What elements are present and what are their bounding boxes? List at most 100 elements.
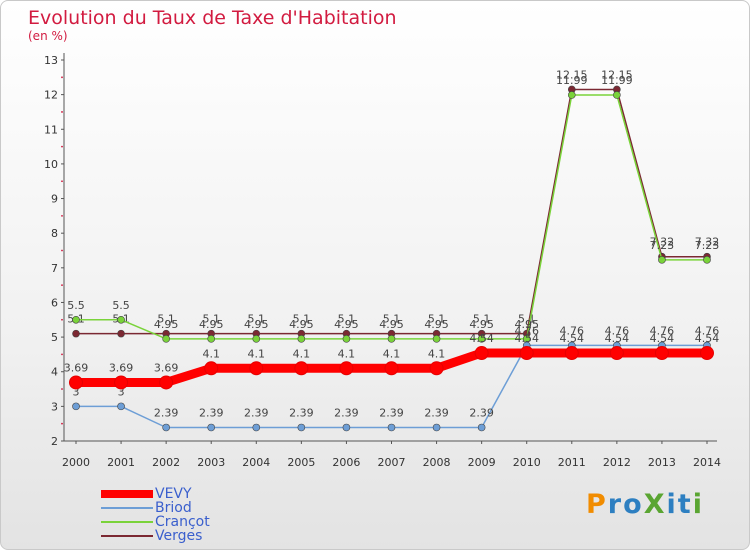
point-briod	[207, 423, 216, 432]
data-label-verges: 5.1	[338, 313, 356, 326]
legend-label-verges: Verges	[155, 528, 203, 544]
data-label-crancot: 4.95	[244, 318, 269, 331]
logo-letter: P	[586, 489, 608, 520]
y-tick-label: 7	[51, 262, 58, 275]
x-tick-label: 2007	[378, 456, 406, 469]
data-label-crancot: 4.95	[199, 318, 224, 331]
point-vevy	[700, 346, 714, 361]
point-crancot	[432, 335, 441, 343]
chart-title: Evolution du Taux de Taxe d'Habitation	[28, 7, 397, 29]
data-label-vevy: 4.1	[428, 347, 446, 360]
x-tick-label: 2010	[513, 456, 541, 469]
data-label-verges: 5.1	[383, 313, 401, 326]
point-verges	[72, 329, 80, 338]
data-label-briod: 2.39	[289, 406, 314, 419]
point-briod	[117, 402, 125, 411]
legend-label-briod: Briod	[155, 500, 192, 516]
y-tick-label: 3	[51, 400, 58, 413]
data-label-briod: 2.39	[199, 406, 224, 419]
point-crancot	[387, 335, 396, 343]
point-vevy	[249, 361, 264, 376]
x-tick-label: 2000	[62, 456, 90, 469]
data-label-crancot: 4.95	[469, 318, 494, 331]
y-tick-label: 12	[44, 89, 58, 102]
y-minor-tick	[61, 249, 63, 252]
point-vevy	[339, 361, 354, 376]
data-label-vevy: 3.69	[154, 361, 179, 374]
y-tick-label: 2	[51, 435, 58, 448]
data-label-briod: 2.39	[379, 406, 404, 419]
data-label-vevy: 4.1	[248, 347, 266, 360]
point-crancot	[162, 335, 170, 343]
point-vevy	[294, 361, 309, 376]
point-briod	[297, 423, 306, 432]
data-label-verges: 12.15	[601, 68, 633, 81]
point-vevy	[429, 361, 444, 376]
data-label-verges: 5.1	[293, 313, 311, 326]
series-line-verges	[76, 88, 707, 335]
x-tick-label: 2011	[558, 456, 586, 469]
legend-item-briod: Briod	[101, 500, 321, 516]
logo-letter: r	[607, 489, 624, 520]
point-vevy	[609, 346, 624, 361]
data-label-crancot: 4.95	[154, 318, 179, 331]
data-label-vevy: 4.54	[469, 332, 494, 345]
point-briod	[72, 402, 80, 411]
y-tick-label: 10	[44, 158, 58, 171]
legend-item-crancot: Crançot	[101, 514, 321, 530]
point-briod	[477, 423, 486, 432]
point-vevy	[474, 346, 489, 361]
x-tick-label: 2002	[152, 456, 180, 469]
y-tick-label: 11	[44, 123, 58, 136]
proxiti-logo: ProXiti	[586, 489, 704, 520]
y-tick-label: 4	[51, 366, 58, 379]
x-tick-label: 2004	[242, 456, 270, 469]
data-label-briod: 4.76	[514, 324, 539, 337]
point-briod	[162, 423, 170, 432]
y-tick-label: 5	[51, 331, 58, 344]
chart-subtitle: (en %)	[28, 29, 68, 43]
y-minor-tick	[61, 284, 63, 287]
data-label-crancot: 4.95	[334, 318, 359, 331]
x-tick-label: 2003	[197, 456, 225, 469]
data-label-verges: 5.1	[157, 313, 175, 326]
data-label-crancot: 7.23	[650, 239, 675, 252]
point-briod	[252, 423, 261, 432]
point-crancot	[342, 335, 351, 343]
data-label-vevy: 4.54	[695, 332, 720, 345]
point-vevy	[114, 375, 129, 390]
data-label-vevy: 3.69	[109, 361, 134, 374]
y-minor-tick	[61, 111, 63, 113]
data-label-verges: 5.1	[428, 313, 446, 326]
legend-item-vevy: VEVY	[101, 486, 321, 502]
data-label-verges: 5.1	[202, 313, 220, 326]
y-minor-tick	[61, 318, 63, 321]
data-label-briod: 3	[118, 385, 125, 398]
legend-item-verges: Verges	[101, 528, 321, 544]
y-tick-label: 9	[51, 193, 58, 206]
point-crancot	[252, 335, 261, 343]
point-vevy	[159, 375, 174, 390]
y-minor-tick	[61, 214, 63, 217]
y-tick-label: 6	[51, 296, 58, 309]
data-label-vevy: 4.54	[560, 332, 585, 345]
legend-label-vevy: VEVY	[155, 486, 192, 502]
data-label-vevy: 4.1	[338, 347, 356, 360]
x-tick-label: 2009	[468, 456, 496, 469]
point-briod	[387, 423, 396, 432]
x-tick-label: 2014	[693, 456, 721, 469]
y-tick-label: 8	[51, 227, 58, 240]
x-tick-label: 2001	[107, 456, 135, 469]
point-crancot	[72, 315, 80, 324]
data-label-verges: 5.1	[248, 313, 266, 326]
data-label-vevy: 4.54	[605, 332, 630, 345]
data-label-briod: 4.76	[560, 324, 585, 337]
logo-letter: o	[623, 489, 644, 520]
series-line-crancot	[76, 94, 707, 340]
x-tick-label: 2012	[603, 456, 631, 469]
x-tick-label: 2006	[332, 456, 360, 469]
point-crancot	[477, 335, 486, 343]
data-label-crancot: 4.95	[289, 318, 314, 331]
data-label-vevy: 4.54	[514, 332, 539, 345]
